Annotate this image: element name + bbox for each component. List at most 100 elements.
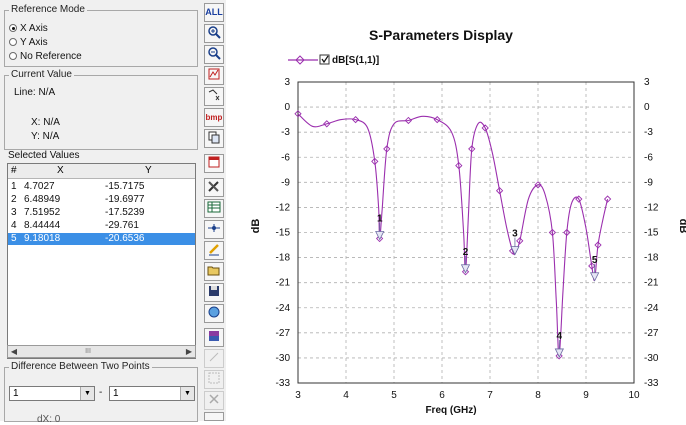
current-y-value: Y: N/A — [31, 131, 60, 142]
y-tick-label: -24 — [276, 303, 291, 314]
data-window-button[interactable] — [204, 154, 224, 173]
zoom-in-button[interactable] — [204, 24, 224, 43]
delete-button[interactable] — [204, 391, 224, 410]
zoom-out-button[interactable] — [204, 45, 224, 64]
y-tick-label: 3 — [284, 77, 290, 88]
check-icon — [321, 55, 329, 64]
data-point — [575, 195, 583, 203]
y-tick-label-right: -24 — [644, 303, 659, 314]
print-button[interactable] — [204, 304, 224, 323]
data-point — [323, 120, 331, 128]
marker-arrow-icon — [590, 272, 600, 282]
tool-disabled-2[interactable] — [204, 370, 224, 389]
table-horizontal-scrollbar[interactable]: ◀ III ▶ — [7, 345, 196, 358]
color-button[interactable] — [204, 328, 224, 347]
marker-button[interactable] — [204, 66, 224, 85]
table-row-selected[interactable]: 5 9.18018 -20.6536 — [8, 233, 195, 245]
axes-button[interactable] — [204, 220, 224, 239]
copy-button[interactable] — [204, 129, 224, 148]
current-value-legend: Current Value — [11, 69, 72, 80]
cursor-button[interactable] — [204, 87, 224, 106]
scroll-thumb[interactable]: III — [85, 348, 91, 355]
radio-no-reference[interactable]: No Reference — [9, 50, 82, 62]
data-point — [351, 115, 360, 124]
data-point — [534, 181, 542, 189]
tool-disabled-1[interactable] — [204, 349, 224, 368]
x-tick-label: 7 — [487, 390, 493, 401]
chart-axes: 3 3 0 0 -3 -3 -6 -6 -9 -9 -12 -12 -15 -15 -18 -18 -21 -21… — [276, 77, 659, 401]
chart-svg[interactable]: dB[S(1,1)] 3 3 0 0 -3 -3 -6 -6 -9 -9 -12 -12 -15 -15 -… — [228, 0, 686, 421]
table-row[interactable]: 3 7.51952 -17.5239 — [11, 207, 145, 218]
radio-x-axis[interactable]: X Axis — [9, 22, 48, 34]
table-row[interactable]: 4 8.44444 -29.761 — [11, 220, 139, 231]
save-button[interactable] — [204, 283, 224, 302]
cursor-icon — [208, 89, 220, 101]
refresh-button[interactable] — [204, 412, 224, 421]
data-point — [563, 228, 571, 237]
y-tick-label-right: 0 — [644, 102, 650, 113]
folder-open-icon — [207, 266, 220, 276]
y-tick-label: -12 — [276, 202, 291, 213]
properties-button[interactable] — [204, 178, 224, 197]
radio-y-axis[interactable]: Y Axis — [9, 36, 48, 48]
y-tick-label: -6 — [281, 152, 290, 163]
data-point — [375, 234, 384, 243]
selected-values-legend: Selected Values — [8, 150, 80, 161]
difference-to-select[interactable]: 1 ▼ — [109, 386, 195, 401]
y-tick-label: -9 — [281, 177, 290, 188]
all-button[interactable]: ALL — [204, 3, 224, 22]
data-point — [404, 116, 413, 125]
data-point — [383, 145, 391, 153]
marker-label: 1 — [377, 213, 383, 224]
y-tick-label: -30 — [276, 353, 291, 364]
y-tick-label-right: -33 — [644, 378, 659, 389]
legend-checkbox[interactable] — [319, 54, 330, 65]
scroll-left-icon[interactable]: ◀ — [10, 347, 18, 356]
left-panel: Reference Mode X Axis Y Axis No Referenc… — [0, 0, 202, 425]
bmp-export-button[interactable]: bmp — [204, 108, 224, 127]
data-point — [516, 237, 524, 245]
open-button[interactable] — [204, 262, 224, 281]
chart-series — [294, 110, 612, 360]
marker-arrow-icon — [510, 246, 520, 256]
pencil-button[interactable] — [204, 241, 224, 260]
data-point — [588, 262, 596, 270]
y-tick-label-right: -30 — [644, 353, 659, 364]
table-button[interactable] — [204, 199, 224, 218]
table-icon — [207, 201, 221, 213]
reference-mode-group: Reference Mode X Axis Y Axis No Referenc… — [4, 5, 198, 67]
table-row[interactable]: 1 4.7027 -15.7175 — [11, 181, 145, 192]
grid-icon — [208, 372, 220, 384]
y-tick-label: -27 — [276, 328, 291, 339]
pencil-icon — [209, 244, 219, 256]
data-point — [371, 157, 379, 166]
chevron-down-icon: ▼ — [80, 387, 94, 400]
header-index: # — [11, 165, 17, 176]
selected-values-table: # X Y 1 4.7027 -15.7175 2 6.48949 -19.69… — [7, 163, 196, 359]
difference-from-select[interactable]: 1 ▼ — [9, 386, 95, 401]
table-row[interactable]: 2 6.48949 -19.6977 — [11, 194, 145, 205]
difference-group: Difference Between Two Points 1 ▼ - 1 ▼ … — [4, 362, 198, 425]
y-tick-label: -18 — [276, 253, 291, 264]
data-point — [495, 187, 504, 195]
y-tick-label: -21 — [276, 278, 291, 289]
marker-label: 3 — [512, 229, 518, 240]
reference-mode-legend: Reference Mode — [11, 4, 85, 15]
y-tick-label-right: -6 — [644, 152, 653, 163]
table-header: # X Y — [8, 164, 195, 179]
data-point — [481, 124, 489, 132]
y-tick-label-right: -12 — [644, 202, 659, 213]
marker-icon — [208, 68, 220, 80]
vertical-toolbar: ALL bmp — [202, 0, 226, 421]
difference-separator: - — [99, 387, 103, 398]
header-y: Y — [145, 165, 152, 176]
x-tick-label: 8 — [535, 390, 541, 401]
y-tick-label-right: -21 — [644, 278, 659, 289]
y-tick-label: -15 — [276, 228, 291, 239]
scroll-right-icon[interactable]: ▶ — [185, 347, 193, 356]
y-tick-label-right: 3 — [644, 77, 650, 88]
zoom-out-icon — [208, 47, 221, 60]
data-point — [594, 241, 602, 249]
legend-marker-icon — [295, 55, 305, 65]
x-axis-label: Freq (GHz) — [425, 405, 476, 416]
